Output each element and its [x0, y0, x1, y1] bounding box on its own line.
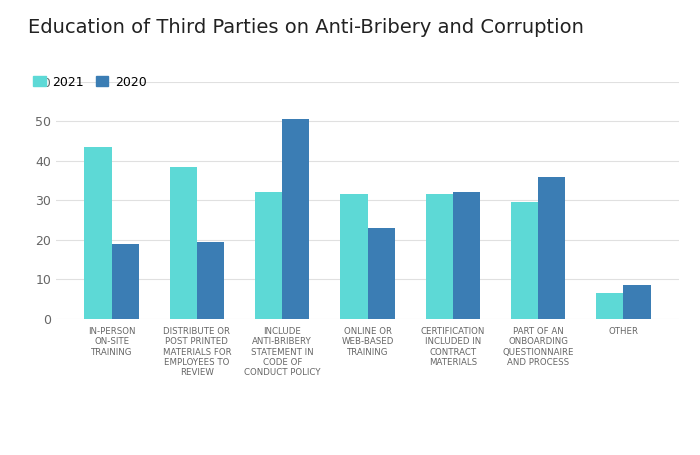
- Bar: [111, 243, 139, 318]
- Bar: [169, 167, 197, 318]
- Bar: [624, 285, 651, 318]
- Bar: [255, 192, 282, 318]
- Legend: 2021, 2020: 2021, 2020: [28, 71, 151, 94]
- Text: Education of Third Parties on Anti-Bribery and Corruption: Education of Third Parties on Anti-Bribe…: [28, 18, 584, 37]
- Bar: [426, 194, 453, 318]
- Bar: [282, 119, 309, 318]
- Bar: [596, 293, 624, 318]
- Bar: [340, 194, 368, 318]
- Bar: [368, 228, 395, 318]
- Bar: [453, 192, 480, 318]
- Bar: [511, 202, 538, 318]
- Bar: [197, 242, 224, 318]
- Bar: [84, 147, 111, 318]
- Bar: [538, 177, 566, 318]
